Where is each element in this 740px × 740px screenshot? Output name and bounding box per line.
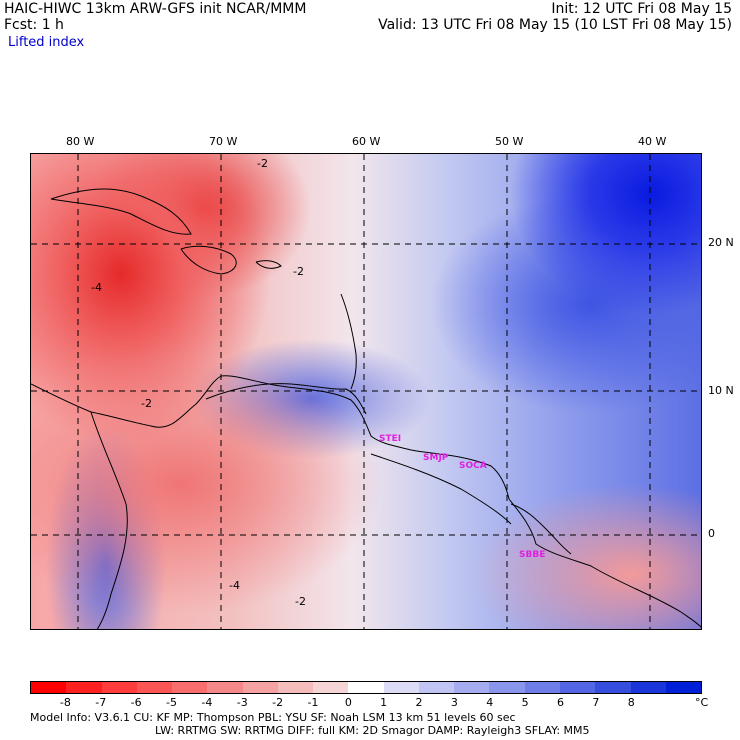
coastlines [31, 188, 701, 629]
forecast-hour: Fcst: 1 h [4, 17, 64, 33]
colorbar-swatch [242, 682, 278, 693]
colorbar-swatch [454, 682, 490, 693]
map-overlay [31, 154, 701, 629]
colorbar-swatch [31, 682, 67, 693]
colorbar-unit: °C [695, 696, 709, 709]
lon-label-60w: 60 W [352, 135, 381, 148]
colorbar-tick-label: 1 [380, 696, 388, 709]
colorbar-swatch [66, 682, 102, 693]
colorbar-swatch [348, 682, 384, 693]
contour-label: -2 [293, 265, 304, 278]
colorbar-tick-label: 7 [592, 696, 600, 709]
lon-label-70w: 70 W [209, 135, 238, 148]
colorbar-tick-label: -8 [59, 696, 71, 709]
model-info-line2: LW: RRTMG SW: RRTMG DIFF: full KM: 2D Sm… [155, 724, 590, 737]
colorbar-tick-label: -6 [130, 696, 142, 709]
contour-label: -2 [295, 595, 306, 608]
contour-label: -4 [229, 579, 240, 592]
contour-label: -2 [141, 397, 152, 410]
field-label: Lifted index [8, 35, 85, 50]
colorbar-swatch [172, 682, 208, 693]
colorbar-swatch [595, 682, 631, 693]
colorbar-swatch [136, 682, 173, 693]
model-info-line1: Model Info: V3.6.1 CU: KF MP: Thompson P… [30, 711, 516, 724]
colorbar-swatch [101, 682, 137, 693]
colorbar [30, 681, 702, 694]
colorbar-tick-label: 4 [486, 696, 494, 709]
colorbar-tick-label: 3 [450, 696, 458, 709]
colorbar-tick-label: -4 [201, 696, 213, 709]
graticule [31, 154, 701, 629]
river-amazon [370, 453, 512, 525]
colorbar-swatch [313, 682, 349, 693]
colorbar-swatch [418, 682, 455, 693]
cuba-coast [50, 188, 192, 235]
init-time: Init: 12 UTC Fri 08 May 15 [551, 1, 732, 17]
colorbar-tick-label: -7 [95, 696, 107, 709]
model-title: HAIC-HIWC 13km ARW-GFS init NCAR/MMM [4, 1, 307, 17]
station-label: STEI [379, 434, 402, 444]
contour-label: -2 [257, 157, 268, 170]
colorbar-tick-label: -5 [165, 696, 177, 709]
colorbar-swatch [277, 682, 314, 693]
colorbar-tick-label: 8 [627, 696, 635, 709]
colorbar-swatch [383, 682, 419, 693]
northern-south-america [205, 383, 367, 415]
south-america-coast [508, 498, 701, 628]
lon-label-50w: 50 W [495, 135, 524, 148]
antilles-arc [340, 293, 357, 390]
puerto-rico-coast [255, 260, 282, 269]
colorbar-tick-label: -2 [272, 696, 284, 709]
colorbar-tick-label: 6 [557, 696, 565, 709]
colorbar-swatch [489, 682, 525, 693]
colorbar-swatch [524, 682, 560, 693]
andes-outline [90, 411, 128, 629]
lat-label-10n: 10 N [708, 384, 734, 397]
valid-time: Valid: 13 UTC Fri 08 May 15 (10 LST Fri … [378, 17, 732, 33]
colorbar-tick-label: 0 [344, 696, 352, 709]
lon-label-80w: 80 W [66, 135, 95, 148]
amazon-delta [510, 503, 572, 555]
central-america-coast [31, 375, 510, 500]
colorbar-tick-label: 2 [415, 696, 423, 709]
colorbar-swatch [207, 682, 243, 693]
station-label: SMJP [423, 453, 449, 463]
station-label: SBBE [519, 550, 546, 560]
hispaniola-coast [180, 245, 237, 275]
lifted-index-map: -2 -2 -4 -2 -4 -2 -4 STEI SMJP SOCA SBBE [30, 153, 702, 630]
lon-label-40w: 40 W [638, 135, 667, 148]
colorbar-tick-label: -1 [307, 696, 319, 709]
station-label: SOCA [459, 461, 487, 471]
colorbar-tick-label: -3 [236, 696, 248, 709]
lat-label-0: 0 [708, 527, 715, 540]
colorbar-swatch [559, 682, 596, 693]
colorbar-swatch [630, 682, 666, 693]
colorbar-tick-label: 5 [521, 696, 529, 709]
lat-label-20n: 20 N [708, 236, 734, 249]
colorbar-swatch [665, 682, 702, 693]
contour-label: -4 [91, 281, 102, 294]
